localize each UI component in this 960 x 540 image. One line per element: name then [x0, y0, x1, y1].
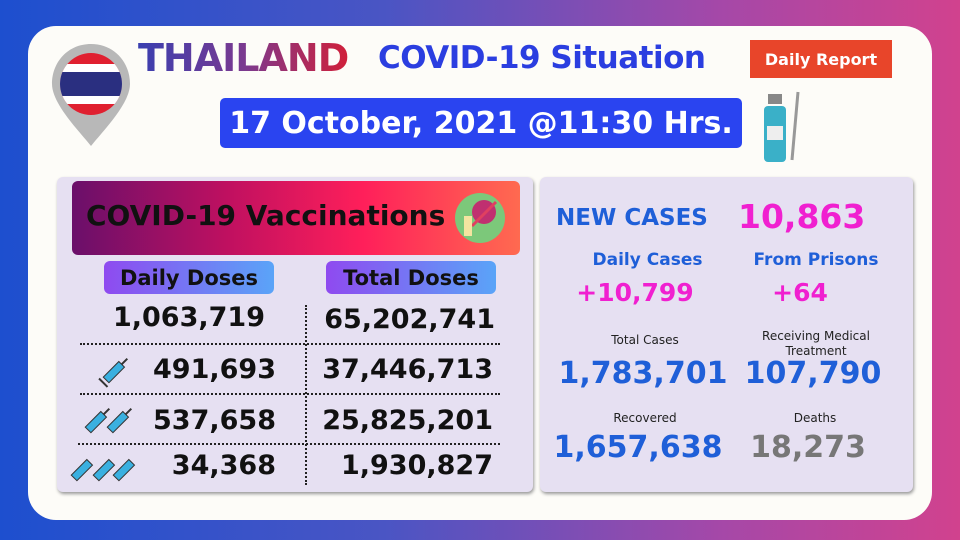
syringe-dose2-icon [84, 407, 133, 434]
prisons-label: From Prisons [753, 250, 879, 270]
total-doses-all: 65,202,741 [324, 304, 495, 335]
total-doses-label: Total Doses [326, 261, 496, 294]
page-title: COVID-19 Situation [378, 40, 706, 76]
total-cases-value: 1,783,701 [558, 356, 728, 391]
country-title: THAILAND [138, 36, 349, 80]
syringe-dose1-icon [98, 357, 129, 388]
daily-report-badge: Daily Report [750, 40, 892, 78]
cases-panel [540, 177, 913, 492]
column-divider [305, 305, 307, 485]
treatment-label: Receiving Medical Treatment [762, 329, 870, 358]
deaths-value: 18,273 [750, 430, 866, 465]
new-cases-value: 10,863 [738, 197, 866, 236]
total-dose2: 25,825,201 [322, 405, 493, 436]
daily-cases-value: +10,799 [576, 278, 694, 307]
vaccine-virus-icon [455, 193, 505, 243]
divider [78, 443, 500, 445]
syringe-dose3-icon [70, 458, 136, 482]
prisons-value: +64 [772, 278, 828, 307]
recovered-value: 1,657,638 [553, 430, 723, 465]
daily-doses-label: Daily Doses [104, 261, 274, 294]
daily-dose3: 34,368 [171, 450, 276, 481]
total-dose3: 1,930,827 [340, 450, 493, 481]
divider [80, 393, 500, 395]
divider [80, 343, 500, 345]
treatment-value: 107,790 [744, 356, 882, 391]
report-date: 17 October, 2021 @11:30 Hrs. [220, 98, 742, 148]
daily-dose1: 491,693 [153, 354, 276, 385]
deaths-label: Deaths [793, 411, 837, 425]
total-cases-label: Total Cases [611, 333, 679, 347]
daily-doses-all: 1,063,719 [112, 302, 265, 333]
vaccinations-title: COVID-19 Vaccinations [72, 181, 520, 255]
vaccine-vial-icon [764, 91, 800, 162]
thailand-flag-pin-icon [52, 44, 130, 146]
recovered-label: Recovered [613, 411, 677, 425]
daily-dose2: 537,658 [153, 405, 276, 436]
new-cases-label: NEW CASES [556, 205, 708, 231]
total-dose1: 37,446,713 [322, 354, 493, 385]
daily-cases-label: Daily Cases [592, 250, 703, 270]
